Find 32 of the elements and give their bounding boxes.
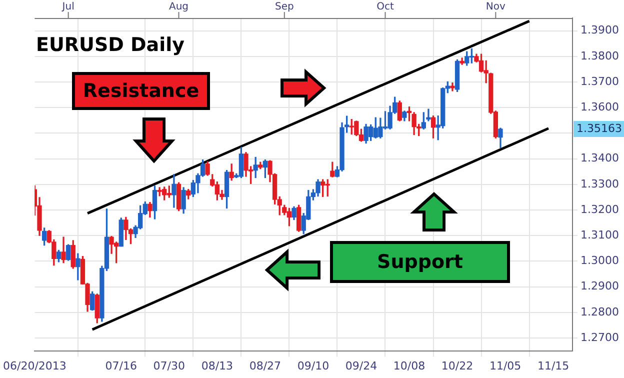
- text: 1.35163: [576, 122, 622, 135]
- text: Nov: [486, 2, 506, 13]
- text: Oct: [376, 2, 394, 13]
- text: Jul: [61, 2, 74, 13]
- x-tick-label: 07/16: [105, 359, 137, 372]
- x-tick-label: 11/15: [537, 359, 570, 372]
- y-tick-label: 1.2800: [580, 305, 620, 318]
- y-tick-label: 1.3600: [580, 100, 620, 114]
- y-tick-label: 1.2900: [580, 280, 620, 293]
- x-tick-label: 06/20/2013: [2, 359, 66, 372]
- x-tick-label: 09/10: [297, 359, 330, 372]
- y-tick-label: 1.3300: [580, 177, 620, 190]
- x-tick-label: 10/08: [393, 359, 426, 372]
- text: EURUSD Daily: [36, 34, 185, 56]
- y-tick-label: 1.3000: [580, 254, 620, 268]
- banner: Resistance: [72, 72, 210, 110]
- y-tick-label: 1.3800: [580, 49, 620, 62]
- x-tick-label: 11/05: [489, 359, 522, 372]
- banner: Support: [330, 241, 510, 283]
- x-tick-label: 08/27: [249, 359, 282, 372]
- y-tick-label: 1.3200: [580, 202, 620, 216]
- y-tick-label: 1.2700: [580, 330, 620, 344]
- x-tick-label: 08/13: [201, 359, 234, 372]
- y-tick-label: 1.3400: [580, 152, 620, 165]
- text: Aug: [168, 2, 189, 13]
- x-tick-label: 09/24: [345, 359, 378, 372]
- y-tick-label: 1.3100: [580, 228, 620, 242]
- x-tick-label: 10/22: [441, 359, 474, 372]
- y-tick-label: 1.3900: [580, 24, 620, 37]
- x-tick-label: 07/30: [153, 359, 186, 372]
- y-tick-label: 1.3700: [580, 74, 620, 88]
- text: Sep: [274, 2, 294, 13]
